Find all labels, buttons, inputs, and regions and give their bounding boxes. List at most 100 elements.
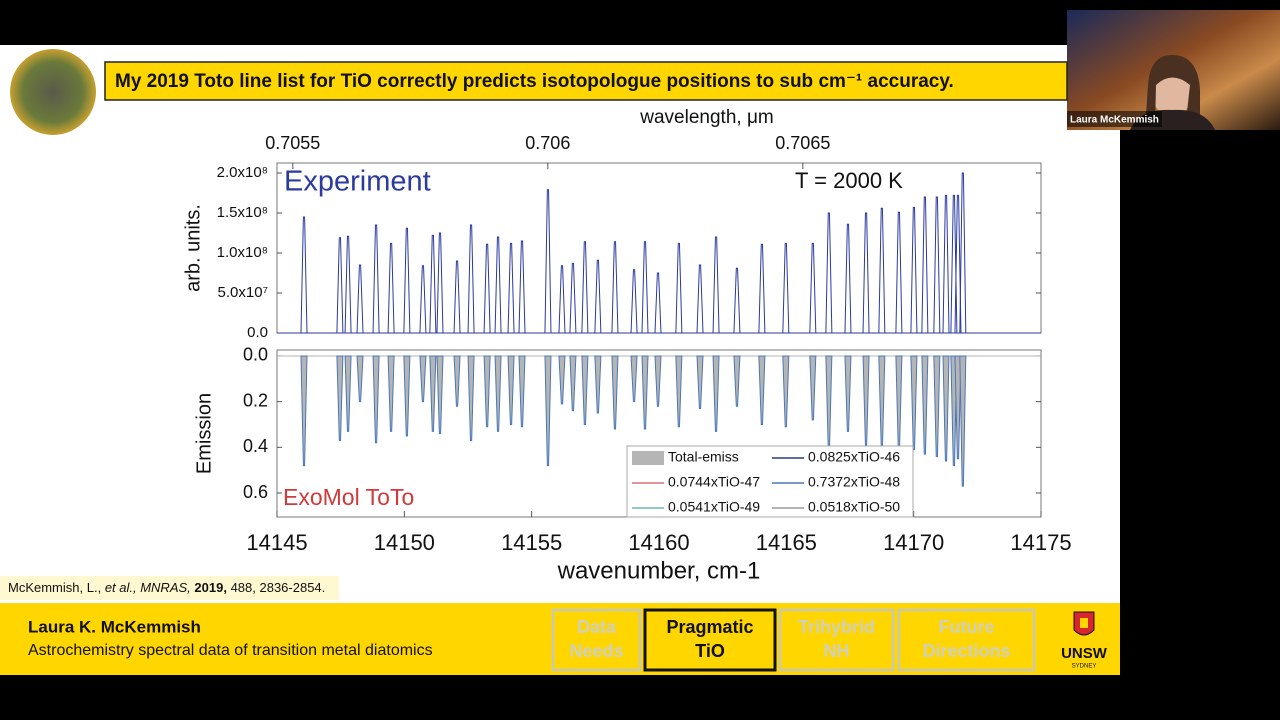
logo-subtext: SYDNEY bbox=[1072, 664, 1097, 670]
spectral-peak bbox=[336, 237, 344, 334]
spectral-peak bbox=[809, 242, 817, 334]
spectral-peak bbox=[942, 194, 950, 334]
spectral-peak bbox=[518, 240, 526, 334]
spectral-peak bbox=[436, 355, 444, 435]
legend-item: 0.0744xTiO-47 bbox=[632, 474, 760, 490]
nav-button[interactable]: Future Directions bbox=[897, 608, 1036, 672]
nav-button-label: Data bbox=[577, 617, 617, 637]
x-tick-label: 14170 bbox=[883, 530, 944, 555]
spectral-peak bbox=[954, 355, 962, 460]
x-tick-label: 14160 bbox=[628, 530, 689, 555]
nav-button-label: Trihybrid bbox=[798, 617, 875, 637]
spectral-peak bbox=[356, 264, 364, 334]
reference-pages: 488, 2836-2854. bbox=[230, 580, 326, 595]
legend-swatch bbox=[632, 451, 664, 465]
spectral-peak bbox=[453, 260, 461, 334]
spectral-peak bbox=[758, 243, 766, 334]
legend: Total-emiss 0.0825xTiO-46 0.0744xTiO-47 0.7… bbox=[626, 445, 914, 518]
presenter-name: Laura McKemmish bbox=[1070, 115, 1159, 126]
spectral-peak bbox=[825, 212, 833, 334]
spectral-peak bbox=[878, 207, 886, 334]
spectral-peak bbox=[569, 355, 577, 412]
nav-button[interactable]: Pragmatic TiO bbox=[643, 608, 777, 672]
y-tick-label: 2.0x10⁸ bbox=[217, 164, 268, 181]
spectral-peak bbox=[675, 355, 683, 428]
avatar-logo bbox=[10, 49, 96, 135]
spectral-peak bbox=[933, 355, 941, 457]
title-bar bbox=[104, 61, 1068, 101]
spectral-peak bbox=[696, 264, 704, 334]
webcam: Laura McKemmish bbox=[1067, 10, 1280, 130]
y-tick-label: 0.6 bbox=[243, 482, 268, 502]
spectral-peak bbox=[895, 211, 903, 334]
legend-item: 0.0518xTiO-50 bbox=[772, 499, 900, 515]
y-tick-label: 0.4 bbox=[243, 436, 268, 456]
reference-authors: McKemmish, L., bbox=[8, 580, 102, 595]
spectral-peak bbox=[712, 355, 720, 432]
nav-button[interactable]: Data Needs bbox=[551, 608, 642, 672]
legend-label: 0.0518xTiO-50 bbox=[808, 499, 900, 515]
x2-tick-label: 0.7065 bbox=[775, 133, 830, 153]
y-tick-label: 5.0x10⁷ bbox=[218, 284, 268, 301]
nav-button-box bbox=[778, 608, 895, 672]
spectral-peak bbox=[300, 355, 308, 467]
x-tick-label: 14165 bbox=[756, 530, 817, 555]
nav-button-label: Directions bbox=[922, 641, 1010, 661]
spectral-peak bbox=[429, 234, 437, 334]
spectral-peak bbox=[654, 272, 662, 334]
spectral-peak bbox=[467, 224, 475, 334]
spectral-peak bbox=[569, 262, 577, 334]
x-tick-label: 14145 bbox=[246, 530, 307, 555]
legend-item: 0.7372xTiO-48 bbox=[772, 474, 900, 490]
spectral-peak bbox=[758, 355, 766, 425]
spectral-peak bbox=[300, 216, 308, 334]
annotation: T = 2000 K bbox=[795, 168, 903, 193]
spectral-peak bbox=[844, 223, 852, 334]
legend-label: 0.0541xTiO-49 bbox=[668, 499, 760, 515]
logo-text: UNSW bbox=[1061, 645, 1108, 662]
spectral-peak bbox=[782, 355, 790, 428]
legend-item: 0.0825xTiO-46 bbox=[772, 449, 900, 465]
spectral-peak bbox=[641, 355, 649, 430]
x2-axis-label: wavelength, μm bbox=[639, 107, 773, 128]
spectral-peak bbox=[344, 355, 352, 432]
spectral-peak bbox=[483, 355, 491, 428]
x-tick-label: 14155 bbox=[501, 530, 562, 555]
legend-item: 0.0541xTiO-49 bbox=[632, 499, 760, 515]
legend-item: Total-emiss bbox=[632, 449, 739, 465]
charts: 0.0 5.0x10⁷ 1.0x10⁸ 1.5x10⁸ 2.0x10⁸ arb. unit… bbox=[182, 107, 1071, 584]
spectral-peak bbox=[611, 355, 619, 430]
nav-button-label: Pragmatic bbox=[666, 617, 753, 637]
spectral-peak bbox=[594, 355, 602, 414]
footer-bar bbox=[0, 603, 1120, 675]
spectral-peak bbox=[429, 355, 437, 432]
x-tick-label: 14175 bbox=[1010, 530, 1071, 555]
y-tick-label: 0.0 bbox=[243, 345, 268, 365]
legend-box bbox=[626, 445, 914, 518]
spectral-peak bbox=[494, 355, 502, 432]
legend-label: 0.0825xTiO-46 bbox=[808, 449, 900, 465]
spectral-peak bbox=[712, 236, 720, 334]
legend-label: Total-emiss bbox=[668, 449, 739, 465]
spectral-peak bbox=[921, 196, 929, 334]
spectral-peak bbox=[387, 242, 395, 334]
nav: Data Needs Pragmatic TiO Trihybrid NH Future Di… bbox=[551, 608, 1036, 672]
spectral-peak bbox=[403, 227, 411, 334]
spectral-peak bbox=[959, 355, 967, 487]
legend-label: 0.7372xTiO-48 bbox=[808, 474, 900, 490]
nav-button[interactable]: Trihybrid NH bbox=[778, 608, 895, 672]
y-axis-label: Emission bbox=[193, 393, 215, 474]
y-tick-label: 1.5x10⁸ bbox=[217, 204, 268, 221]
spectral-peak bbox=[436, 232, 444, 334]
footer-subtitle: Astrochemistry spectral data of transiti… bbox=[28, 642, 433, 659]
spectral-peak bbox=[921, 355, 929, 455]
spectral-peak bbox=[581, 355, 589, 425]
x2-tick-label: 0.706 bbox=[525, 133, 570, 153]
chart: 0.0 5.0x10⁷ 1.0x10⁸ 1.5x10⁸ 2.0x10⁸ arb. unit… bbox=[182, 107, 1042, 341]
y-tick-label: 0.2 bbox=[243, 390, 268, 410]
spectral-peak bbox=[419, 355, 427, 403]
spectral-peak bbox=[483, 243, 491, 334]
spectral-peak bbox=[558, 265, 566, 334]
spectral-peak bbox=[959, 172, 967, 334]
